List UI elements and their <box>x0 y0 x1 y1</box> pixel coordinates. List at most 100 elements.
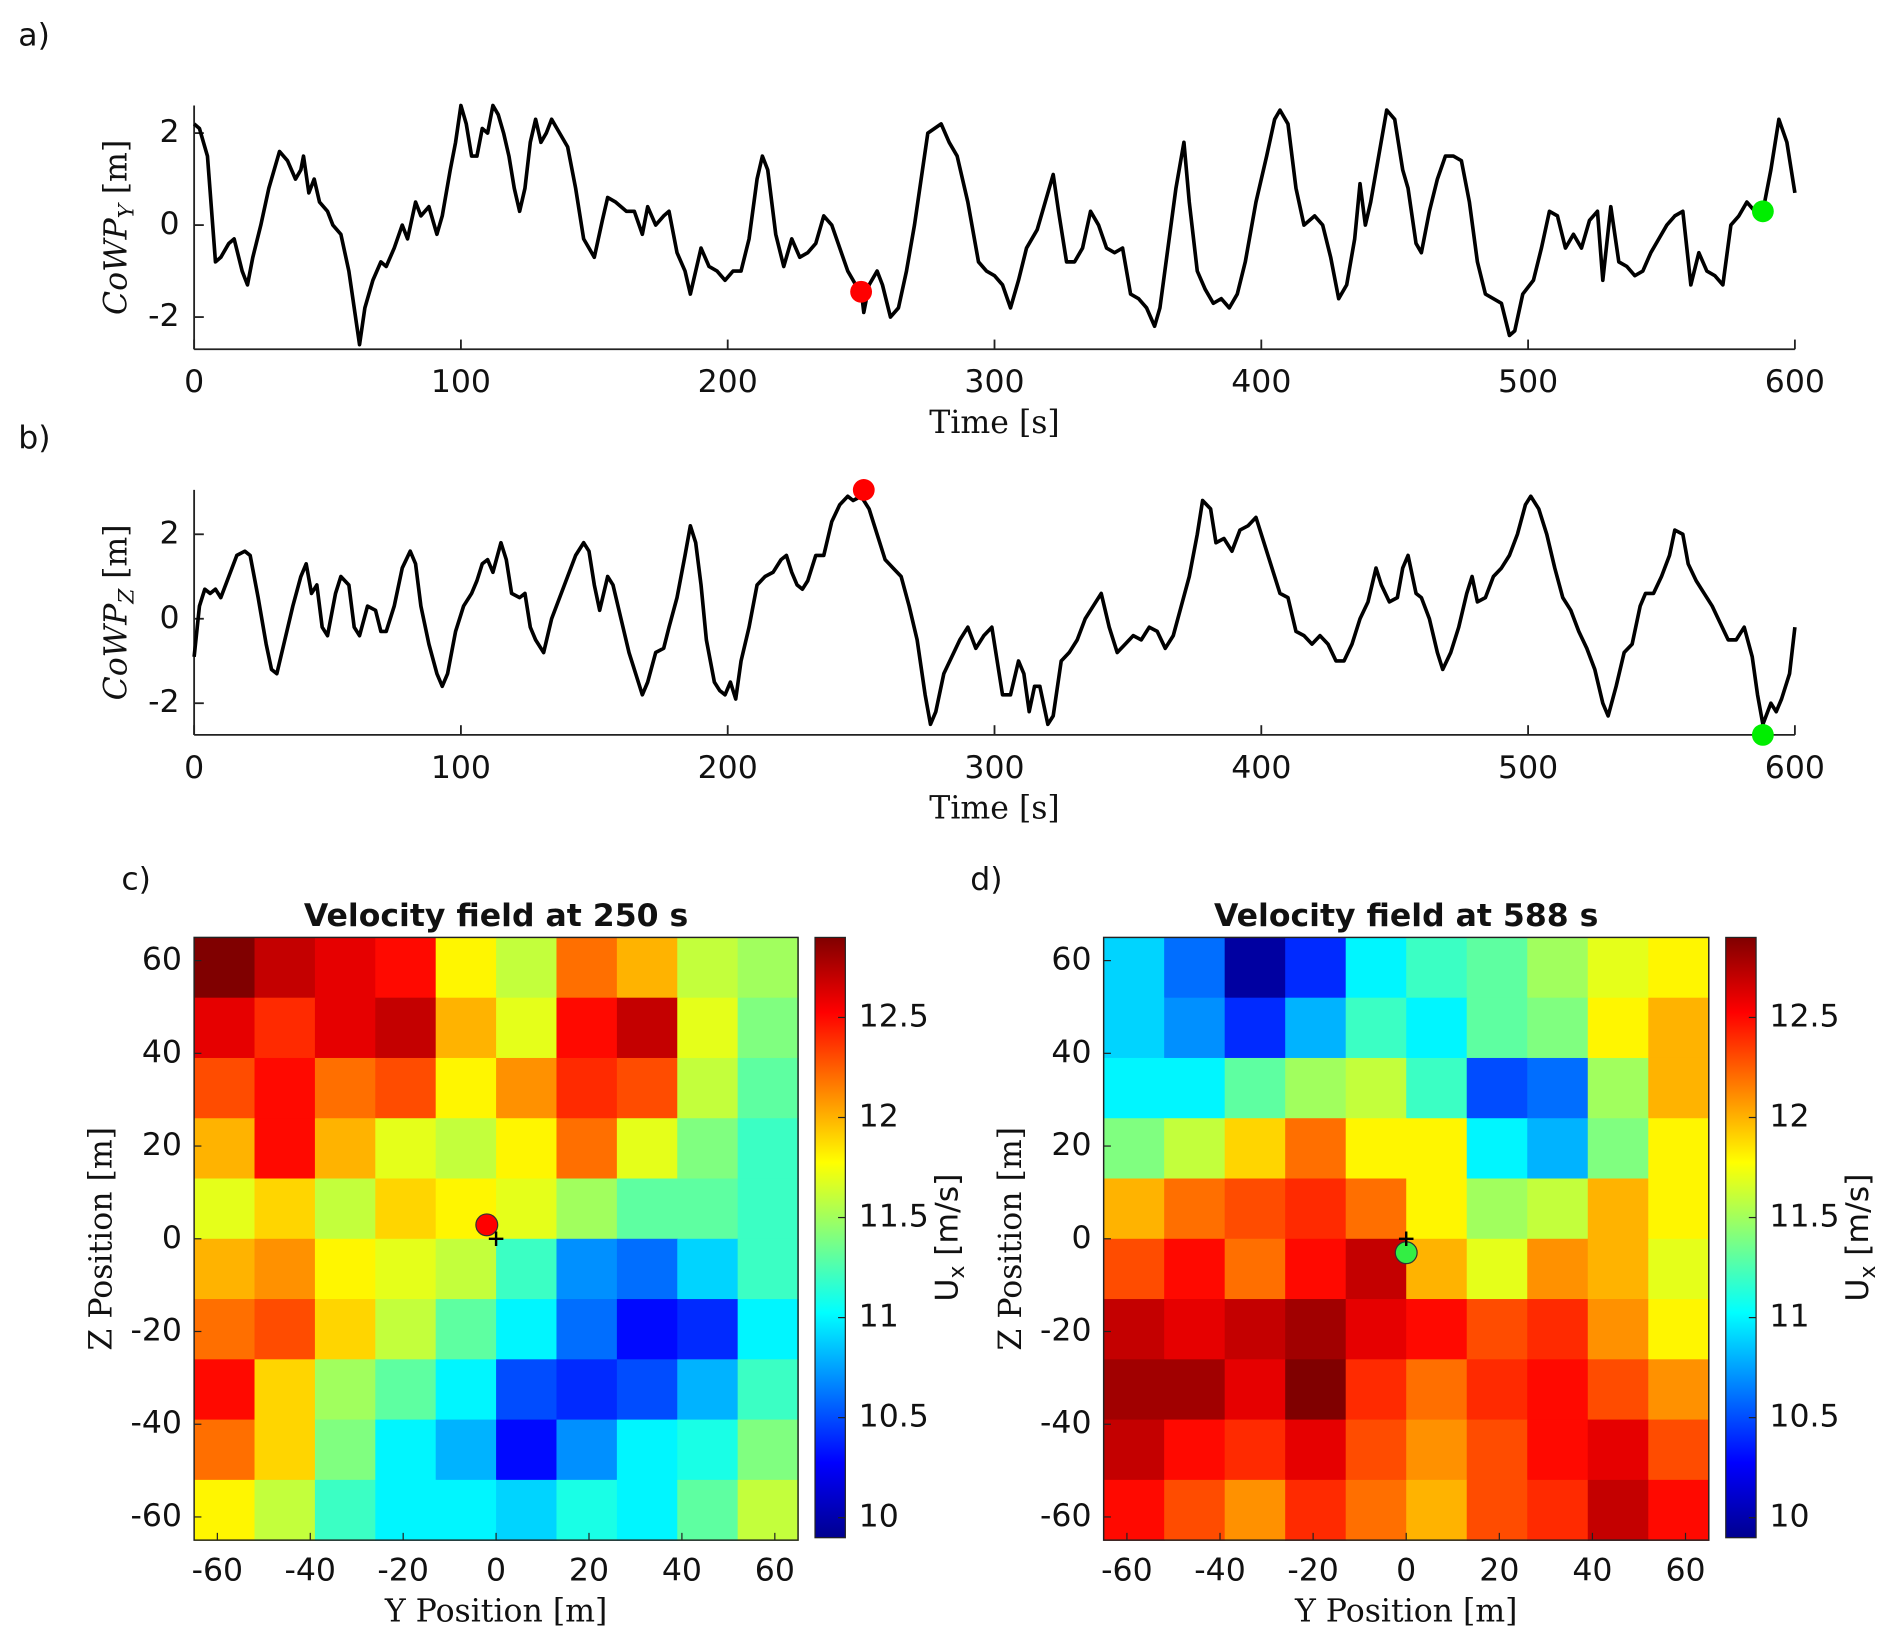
heat-cell <box>314 1359 377 1421</box>
heat-cell <box>1527 937 1589 999</box>
heat-cell <box>194 997 256 1059</box>
heat-cell <box>314 1057 377 1119</box>
heat-cell <box>375 1238 437 1300</box>
heat-cell <box>1406 1419 1468 1481</box>
y-tick-label: 0 <box>162 1220 182 1256</box>
heat-cell <box>1527 1479 1589 1541</box>
panel-label: d) <box>970 861 1002 897</box>
heat-cell <box>616 1238 678 1300</box>
heat-cell <box>375 1178 437 1240</box>
heat-cell <box>1224 1118 1286 1180</box>
x-axis-label: Y Position [m] <box>384 1593 607 1629</box>
x-tick-label: 300 <box>964 364 1024 400</box>
heat-cell <box>254 1419 316 1481</box>
y-tick-label: -20 <box>1040 1313 1091 1349</box>
heat-cell <box>1527 1299 1589 1361</box>
x-tick-label: -40 <box>1194 1553 1245 1589</box>
heat-cell <box>1103 1178 1165 1240</box>
colorbar-tick-label: 12 <box>859 1099 899 1135</box>
heat-cell <box>1345 1299 1407 1361</box>
heat-cell <box>496 937 558 999</box>
y-tick-label: 2 <box>160 114 180 150</box>
y-tick-label: 0 <box>1071 1220 1091 1256</box>
heat-cell <box>1527 997 1589 1059</box>
point-marker <box>475 1213 499 1237</box>
heat-cell <box>314 937 377 999</box>
heat-cell <box>375 1359 437 1421</box>
x-tick-label: 500 <box>1498 364 1558 400</box>
colorbar-tick-label: 10.5 <box>859 1399 929 1435</box>
y-axis-label-sub: Z <box>114 588 139 605</box>
colorbar-label-unit: [m/s] <box>929 1174 965 1256</box>
heat-cell <box>1466 1299 1528 1361</box>
heat-cell <box>194 1057 256 1119</box>
heat-cell <box>677 1178 739 1240</box>
heat-cell <box>1587 937 1650 999</box>
x-axis-label: Y Position [m] <box>1294 1593 1518 1629</box>
colorbar-tick-label: 10 <box>1769 1499 1809 1535</box>
heat-cell <box>194 1238 256 1300</box>
heat-cell <box>737 937 799 999</box>
y-tick-label: 20 <box>142 1127 182 1163</box>
y-tick-label: -20 <box>131 1313 182 1349</box>
heat-cell <box>677 1479 739 1541</box>
x-tick-label: 400 <box>1231 364 1291 400</box>
heat-cell <box>1345 997 1407 1059</box>
y-axis-label-main: CoWP <box>98 218 134 315</box>
heat-cell <box>1285 1118 1347 1180</box>
heat-cell <box>1164 1299 1226 1361</box>
y-axis-label-unit: [m] <box>98 524 134 578</box>
y-tick-label: 0 <box>160 600 180 636</box>
x-axis-label: Time [s] <box>929 791 1059 827</box>
heat-cell <box>1345 937 1407 999</box>
heat-cell <box>1587 1479 1650 1541</box>
y-tick-label: 60 <box>1051 942 1091 978</box>
x-tick-label: 600 <box>1765 364 1825 400</box>
heat-cell <box>556 997 618 1059</box>
heat-cell <box>1527 1238 1589 1300</box>
y-tick-label: 40 <box>1051 1034 1091 1070</box>
heat-cell <box>314 1479 377 1541</box>
heat-cell <box>1527 1057 1589 1119</box>
x-tick-label: -20 <box>377 1553 428 1589</box>
y-axis-label-main: CoWP <box>98 603 134 700</box>
heat-cell <box>737 1479 799 1541</box>
heat-cell <box>435 1359 497 1421</box>
heat-cell <box>1406 1057 1468 1119</box>
x-tick-label: 400 <box>1231 750 1291 786</box>
heat-cell <box>616 1479 678 1541</box>
heat-cell <box>677 997 739 1059</box>
y-tick-label: 20 <box>1051 1127 1091 1163</box>
heat-cell <box>314 1299 377 1361</box>
heat-cell <box>496 997 558 1059</box>
heat-cell <box>616 1057 678 1119</box>
y-tick-label: -2 <box>148 684 179 720</box>
heat-cell <box>1164 1118 1226 1180</box>
colorbar-tick-label: 10.5 <box>1769 1399 1839 1435</box>
data-line <box>192 103 1797 347</box>
heat-cell <box>1224 937 1286 999</box>
heat-cell <box>496 1178 558 1240</box>
heat-cell <box>254 1238 316 1300</box>
panel-label: c) <box>121 861 151 897</box>
heat-cell <box>1345 1419 1407 1481</box>
y-axis-label: CoWPZ [m] <box>98 524 139 700</box>
colorbar-label: Ux [m/s] <box>1840 1174 1881 1302</box>
heat-cell <box>375 1419 437 1481</box>
heat-cell <box>1103 1299 1165 1361</box>
y-tick-label: -40 <box>131 1405 182 1441</box>
heat-cell <box>616 997 678 1059</box>
heat-cell <box>254 1479 316 1541</box>
heat-cell <box>1406 997 1468 1059</box>
heat-cell <box>435 1238 497 1300</box>
point-marker <box>1751 200 1774 223</box>
x-tick-label: 40 <box>1572 1553 1612 1589</box>
heat-cell <box>254 1299 316 1361</box>
heat-cell <box>194 1178 256 1240</box>
heat-cell <box>1466 937 1528 999</box>
heat-cell <box>677 1057 739 1119</box>
colorbar-tick-label: 11.5 <box>1769 1199 1839 1235</box>
heat-cell <box>556 1299 618 1361</box>
heat-cell <box>1648 1238 1710 1300</box>
